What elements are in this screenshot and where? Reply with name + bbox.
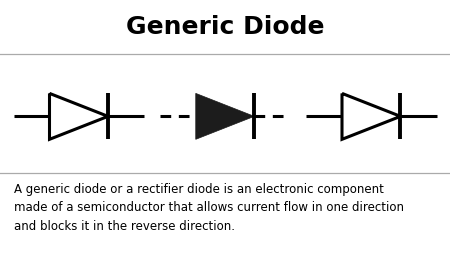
Text: alamy - 2RBWNPR: alamy - 2RBWNPR	[178, 243, 272, 253]
Text: A generic diode or a rectifier diode is an electronic component
made of a semico: A generic diode or a rectifier diode is …	[14, 183, 404, 233]
Polygon shape	[196, 93, 254, 139]
Text: Generic Diode: Generic Diode	[126, 15, 324, 39]
